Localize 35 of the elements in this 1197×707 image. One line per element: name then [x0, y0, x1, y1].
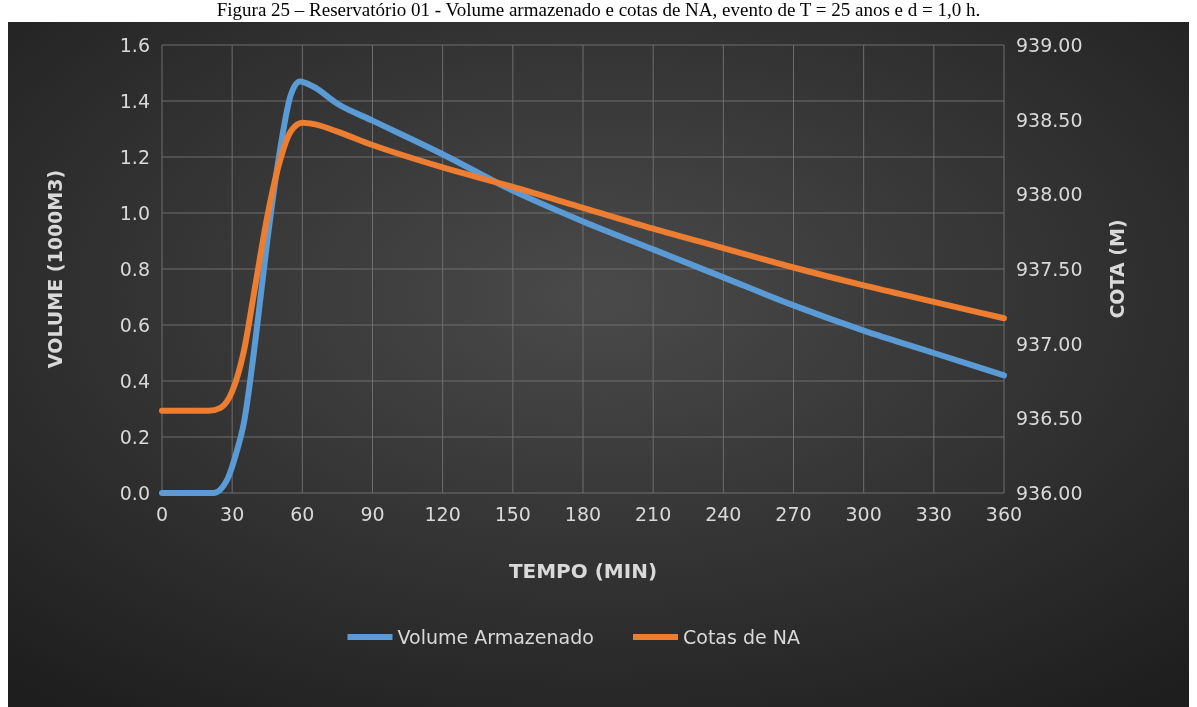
y-tick-label: 1.0 [119, 202, 150, 224]
legend-label: Volume Armazenado [397, 626, 594, 648]
x-tick-label: 210 [635, 503, 672, 525]
y-tick-label: 0.6 [119, 314, 150, 336]
x-tick-label: 240 [705, 503, 742, 525]
y-tick-label: 1.2 [119, 146, 150, 168]
y-tick-label: 0.4 [119, 370, 150, 392]
y2-tick-label: 937.50 [1016, 258, 1083, 280]
x-tick-label: 150 [494, 503, 531, 525]
y2-tick-label: 936.50 [1016, 407, 1083, 430]
x-axis-title: TEMPO (MIN) [508, 559, 658, 583]
y-axis-title: VOLUME (1000M3) [44, 169, 66, 369]
x-tick-label: 360 [985, 503, 1023, 525]
y-tick-label: 1.6 [119, 34, 150, 56]
y2-tick-label: 937.00 [1016, 332, 1083, 355]
x-tick-label: 180 [564, 503, 602, 525]
chart-title: Figura 25 – Reservatório 01 - Volume armazenado e cotas de NA, evento de T = 25 anos e d = 1,0 h. [216, 0, 981, 20]
x-tick-label: 30 [220, 503, 245, 525]
x-tick-label: 330 [915, 503, 952, 525]
y-tick-label: 1.4 [119, 90, 150, 112]
y-tick-label: 0.0 [119, 482, 150, 504]
x-tick-label: 270 [775, 503, 812, 525]
y2-tick-label: 938.50 [1016, 108, 1083, 131]
y-tick-label: 0.8 [119, 258, 150, 280]
x-tick-label: 60 [290, 503, 315, 525]
y2-tick-label: 936.00 [1016, 482, 1083, 504]
x-tick-label: 300 [845, 503, 882, 525]
y2-axis-title: COTA (M) [1106, 219, 1128, 319]
y2-tick-label: 939.00 [1016, 34, 1083, 56]
x-tick-label: 0 [155, 503, 169, 525]
y-tick-label: 0.2 [119, 426, 150, 448]
x-tick-label: 120 [424, 503, 461, 525]
x-tick-label: 90 [360, 503, 385, 525]
legend-label: Cotas de NA [683, 626, 800, 648]
y2-tick-label: 938.00 [1016, 183, 1083, 206]
